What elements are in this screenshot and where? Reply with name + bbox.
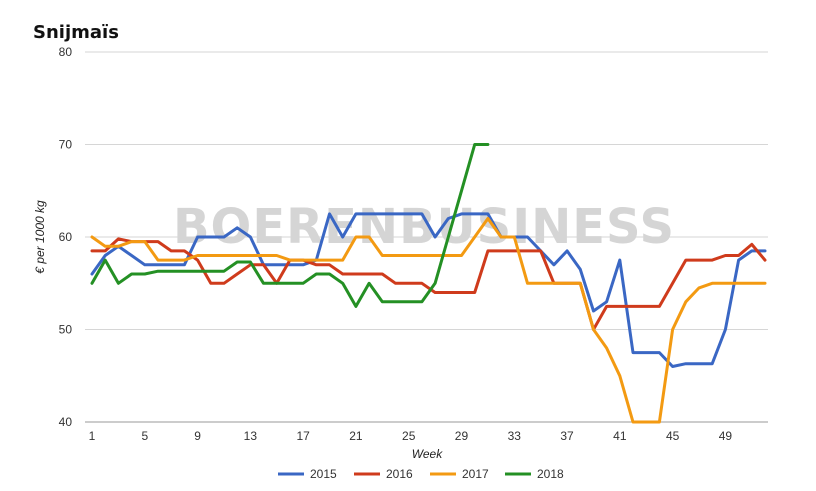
x-axis-title: Week bbox=[412, 447, 443, 461]
chart-title: Snijmaïs bbox=[33, 22, 119, 43]
y-tick-label: 50 bbox=[59, 323, 73, 337]
x-tick-label: 13 bbox=[244, 429, 258, 443]
watermark-logo: BOERENBUSINESS bbox=[173, 199, 675, 255]
x-tick-label: 9 bbox=[194, 429, 201, 443]
y-tick-label: 80 bbox=[59, 45, 73, 59]
x-tick-label: 17 bbox=[296, 429, 310, 443]
x-tick-label: 37 bbox=[560, 429, 574, 443]
legend: 2015 2016 2017 2018 bbox=[278, 467, 564, 481]
legend-label-2018: 2018 bbox=[537, 467, 564, 481]
legend-label-2017: 2017 bbox=[462, 467, 489, 481]
legend-label-2016: 2016 bbox=[386, 467, 413, 481]
x-tick-label: 25 bbox=[402, 429, 416, 443]
series-lines bbox=[90, 143, 767, 424]
x-tick-label: 21 bbox=[349, 429, 363, 443]
legend-label-2015: 2015 bbox=[310, 467, 337, 481]
x-tick-label: 33 bbox=[508, 429, 522, 443]
y-axis-ticks: 40 50 60 70 80 bbox=[59, 45, 73, 429]
x-axis-ticks: 1 5 9 13 17 21 25 29 33 37 41 45 49 bbox=[89, 429, 733, 443]
x-tick-label: 41 bbox=[613, 429, 627, 443]
y-tick-label: 40 bbox=[59, 415, 73, 429]
x-tick-label: 5 bbox=[141, 429, 148, 443]
series-line-2017 bbox=[90, 217, 767, 424]
x-tick-label: 49 bbox=[719, 429, 733, 443]
series-line-2018 bbox=[90, 143, 490, 308]
x-tick-label: 45 bbox=[666, 429, 680, 443]
y-axis-title: € per 1000 kg bbox=[33, 200, 47, 274]
y-tick-label: 60 bbox=[59, 230, 73, 244]
series-line-2015 bbox=[90, 212, 767, 368]
y-tick-label: 70 bbox=[59, 138, 73, 152]
x-tick-label: 29 bbox=[455, 429, 469, 443]
x-tick-label: 1 bbox=[89, 429, 96, 443]
